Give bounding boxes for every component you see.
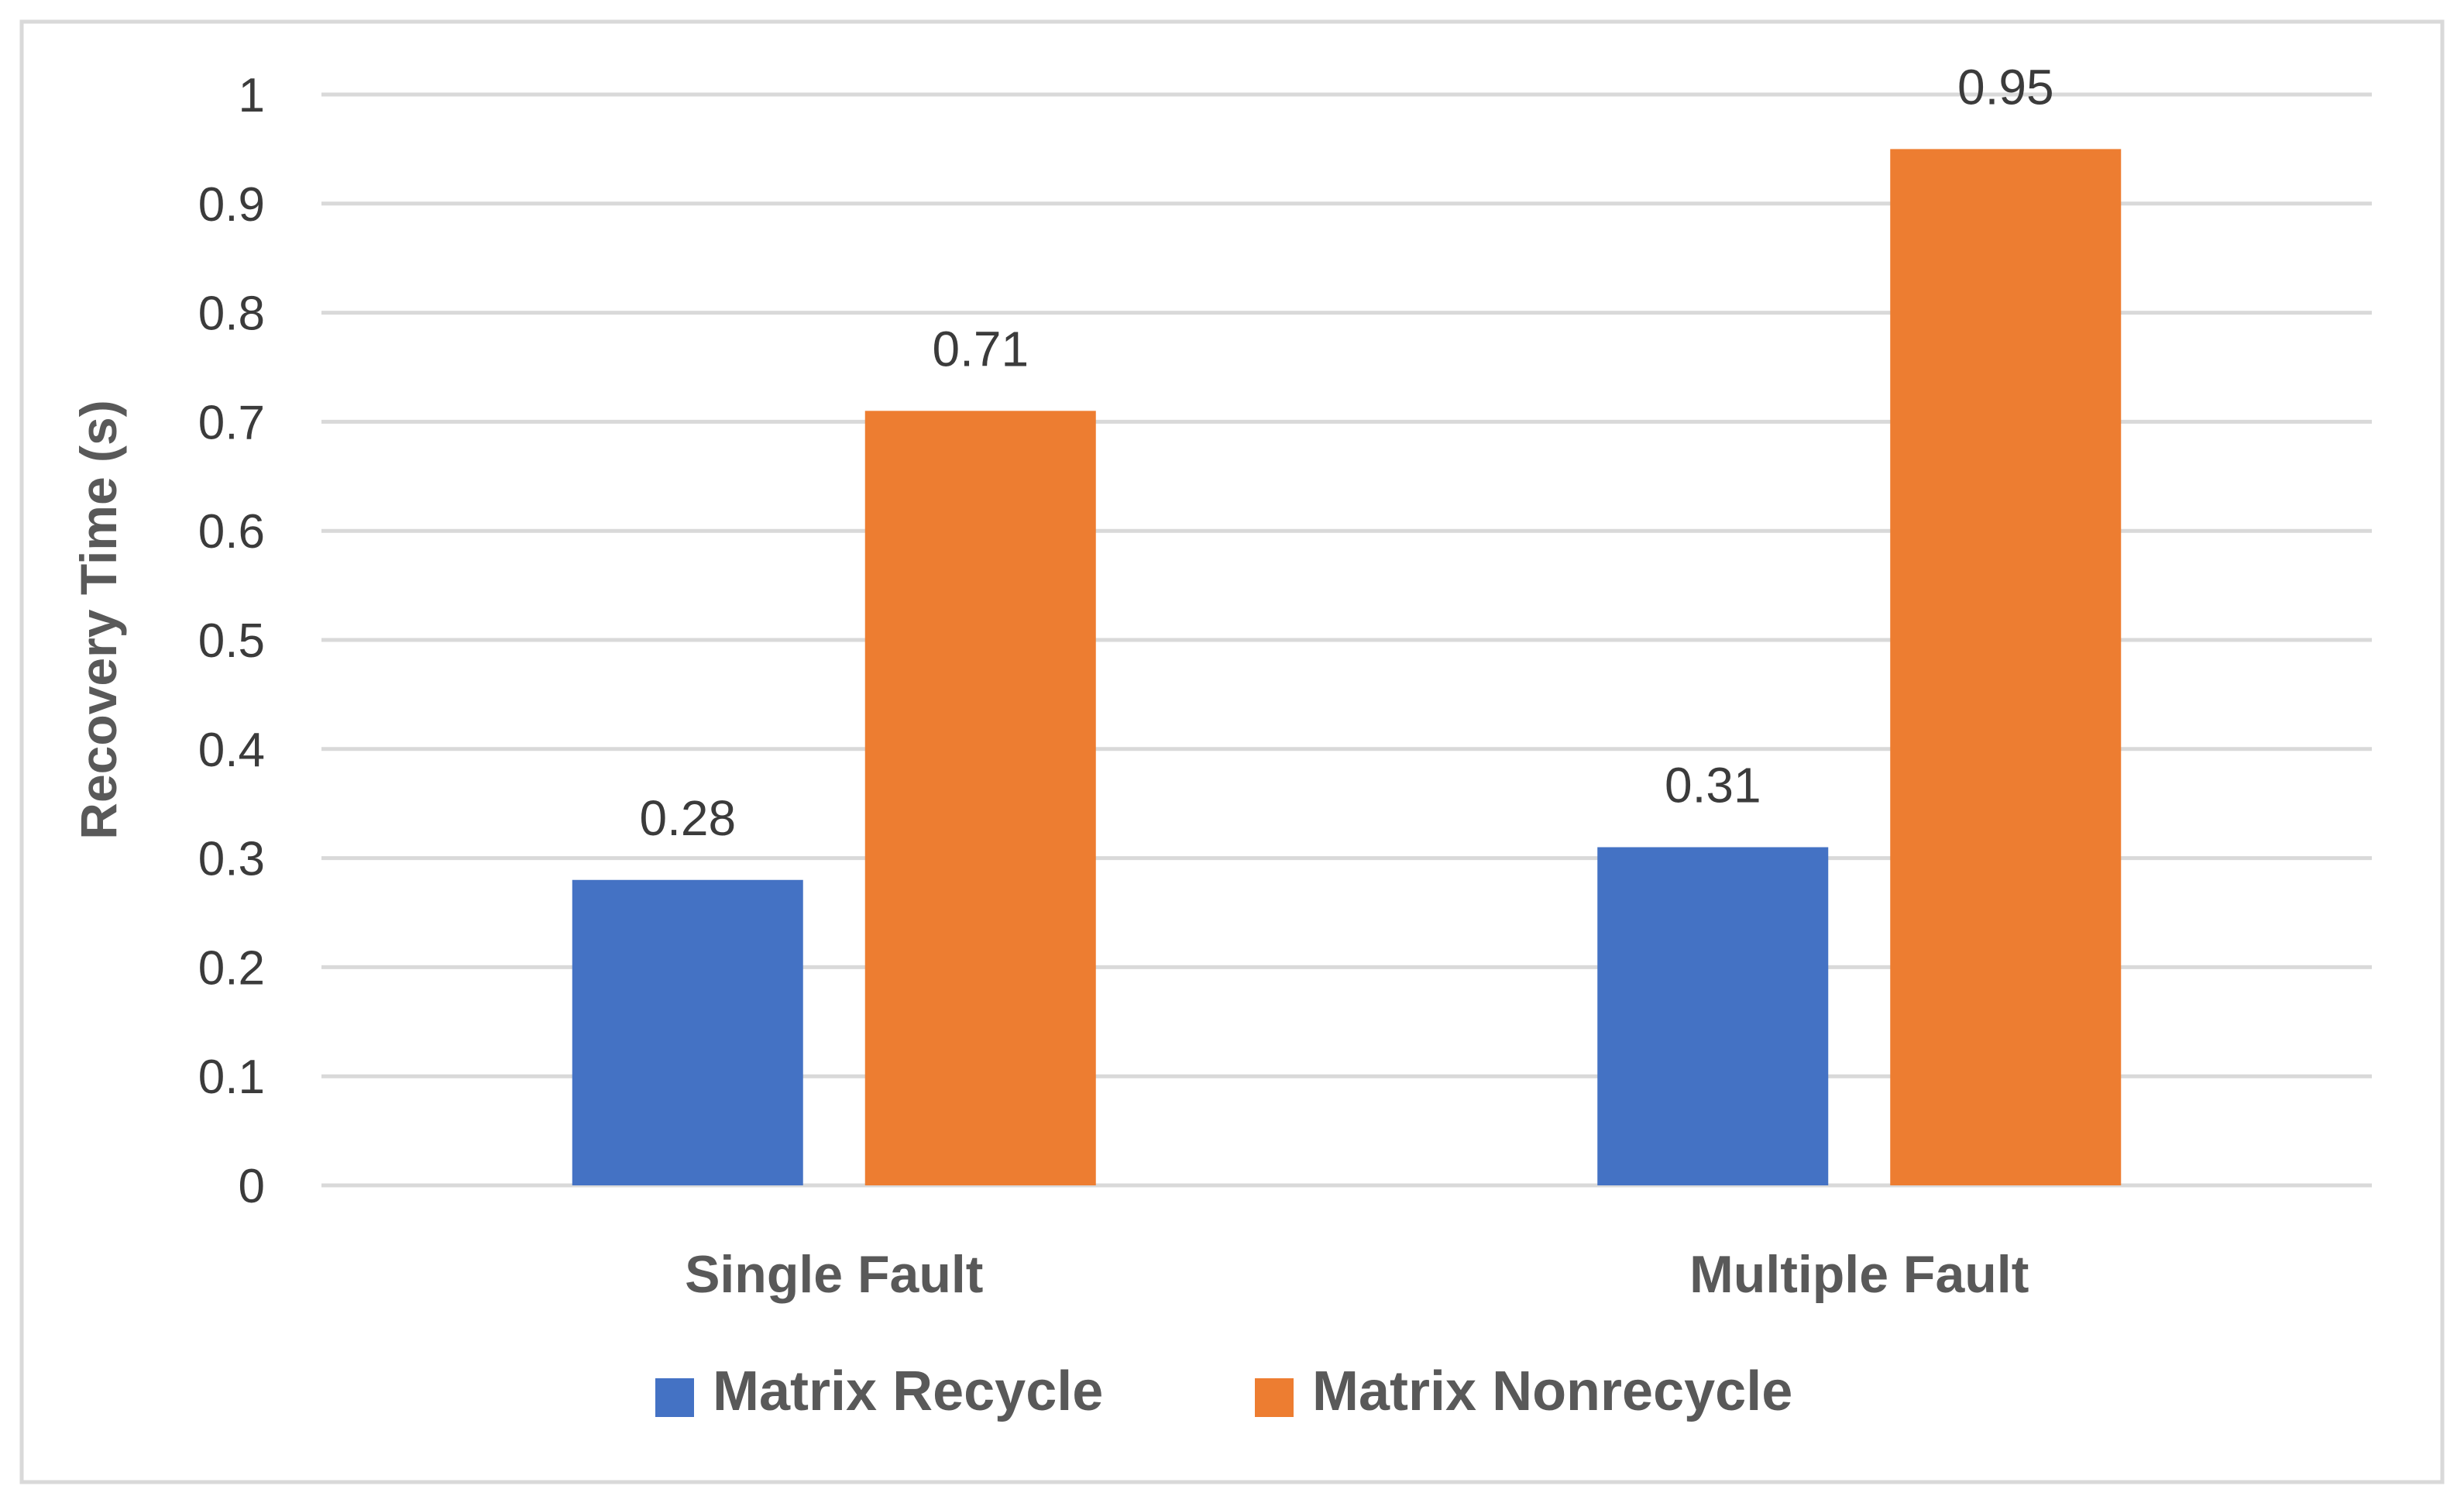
y-tick-label: 0.6 bbox=[198, 505, 265, 559]
y-axis-tick-labels: 0 0.1 0.2 0.3 0.4 0.5 0.6 0.7 0.8 0.9 1 bbox=[198, 69, 265, 1213]
bar-matrix-nonrecycle-multiple-fault bbox=[1890, 149, 2122, 1185]
y-tick-label: 0.1 bbox=[198, 1051, 265, 1104]
legend-swatch bbox=[655, 1378, 694, 1417]
x-axis-category-labels: Single Fault Multiple Fault bbox=[685, 1245, 2029, 1304]
y-tick-label: 0.8 bbox=[198, 287, 265, 341]
bar-matrix-recycle-single-fault bbox=[572, 879, 803, 1185]
y-tick-label: 0.2 bbox=[198, 941, 265, 995]
legend: Matrix Recycle Matrix Nonrecycle bbox=[655, 1360, 1792, 1422]
legend-label: Matrix Nonrecycle bbox=[1312, 1360, 1792, 1422]
y-tick-label: 0.7 bbox=[198, 396, 265, 449]
bar-matrix-nonrecycle-single-fault bbox=[864, 411, 1096, 1185]
legend-label: Matrix Recycle bbox=[713, 1360, 1103, 1422]
data-label: 0.95 bbox=[1957, 59, 2054, 115]
data-label: 0.31 bbox=[1665, 758, 1761, 813]
data-label: 0.28 bbox=[639, 790, 736, 846]
bar-matrix-recycle-multiple-fault bbox=[1597, 847, 1829, 1185]
y-tick-label: 0.5 bbox=[198, 614, 265, 668]
y-tick-label: 1 bbox=[239, 69, 265, 122]
data-labels: 0.28 0.71 0.31 0.95 bbox=[639, 59, 2053, 845]
bars bbox=[572, 149, 2122, 1185]
data-label: 0.71 bbox=[932, 321, 1029, 377]
y-axis-title: Recovery Time (s) bbox=[70, 400, 127, 839]
legend-swatch bbox=[1255, 1378, 1294, 1417]
x-category-label: Multiple Fault bbox=[1689, 1245, 2029, 1304]
x-category-label: Single Fault bbox=[685, 1245, 983, 1304]
y-tick-label: 0.3 bbox=[198, 833, 265, 886]
y-tick-label: 0 bbox=[239, 1160, 265, 1213]
y-tick-label: 0.4 bbox=[198, 724, 265, 777]
y-tick-label: 0.9 bbox=[198, 178, 265, 232]
